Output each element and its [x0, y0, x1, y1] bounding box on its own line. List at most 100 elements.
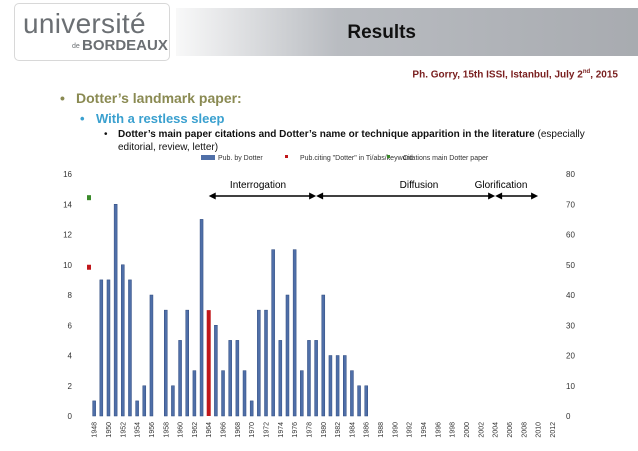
arrowhead-left-icon: [495, 192, 503, 200]
period-label-diffusion: Diffusion: [400, 180, 439, 191]
x-axis-tick-label: 2000: [464, 422, 471, 438]
bar-1968: [235, 340, 240, 417]
title-banner: [176, 8, 638, 56]
x-axis-tick-label: 2008: [521, 422, 528, 438]
presenter-credit: Ph. Gorry, 15th ISSI, Istanbul, July 2nd…: [412, 69, 618, 80]
x-axis-tick-label: 1990: [392, 422, 399, 438]
y2-axis-tick-label: 70: [566, 200, 575, 209]
bar-1948: [92, 400, 96, 417]
x-axis-tick-label: 1998: [450, 422, 457, 438]
logo-text-universite: université: [23, 8, 146, 39]
bar-1984: [350, 370, 354, 417]
bullet-dot-icon: •: [104, 129, 108, 140]
x-axis-tick-label: 1968: [235, 422, 242, 438]
y2-axis-tick-label: 20: [566, 352, 575, 361]
y-axis-tick-label: 6: [68, 321, 73, 330]
x-axis-tick-label: 1962: [192, 422, 199, 438]
bullet-dot-icon: •: [60, 90, 65, 106]
credit-superscript: nd: [582, 69, 591, 75]
y-axis-tick-label: 8: [68, 291, 73, 300]
x-axis-tick-label: 1982: [335, 422, 342, 438]
bar-1953: [128, 279, 132, 417]
bar-1983: [343, 355, 347, 417]
y2-axis-tick-label: 50: [566, 261, 575, 270]
x-axis-tick-label: 1974: [278, 422, 285, 438]
bar-1972: [264, 309, 268, 417]
y2-axis-tick-label: 40: [566, 291, 575, 300]
bar-1954: [135, 400, 139, 417]
bar-1952: [121, 264, 125, 417]
bar-1969: [242, 370, 247, 417]
x-axis-tick-label: 1960: [178, 422, 185, 438]
legend-label-pub-citing: Pub.citing "Dotter" in Ti/abs/keyword: [300, 155, 413, 162]
bar-1956: [149, 294, 154, 417]
bullet-level-1-text: Dotter’s landmark paper:: [76, 90, 242, 106]
x-axis-tick-label: 1980: [321, 422, 328, 438]
arrowhead-left-icon: [316, 192, 324, 200]
x-axis-tick-label: 2002: [478, 422, 485, 438]
credit-year: , 2015: [590, 69, 618, 81]
y2-axis-tick-label: 10: [566, 382, 575, 391]
citation-series-marker: [87, 195, 91, 201]
bar-1950: [106, 279, 111, 417]
bar-1979: [314, 340, 318, 417]
bar-1974: [278, 340, 283, 417]
x-axis-tick-label: 1978: [306, 422, 313, 438]
x-axis-tick-label: 1994: [421, 422, 428, 438]
bar-1965: [214, 325, 218, 417]
y-axis-tick-label: 2: [68, 382, 73, 391]
bar-1977: [300, 370, 304, 417]
bullet-level-2-text: With a restless sleep: [96, 111, 225, 126]
x-axis-tick-label: 2006: [507, 422, 514, 438]
x-axis-tick-label: 1966: [221, 422, 228, 438]
bar-1962: [192, 370, 197, 417]
citation-bar-chart: 0 2 4 6 8 10 12 14 16 0 10 20 30 40 50 60 70 80 Pub. by Do…: [63, 155, 575, 438]
bar-1951: [113, 204, 118, 417]
y-axis-tick-label: 14: [63, 200, 72, 209]
bar-1966: [221, 370, 225, 417]
bar-1955: [142, 385, 147, 417]
period-label-glorification: Glorification: [475, 180, 528, 191]
x-axis-tick-label: 1992: [407, 422, 414, 438]
slide-header: université de BORDEAUX Results: [0, 0, 638, 62]
arrowhead-right-icon: [488, 192, 496, 200]
bar-1982: [335, 355, 340, 417]
x-axis-tick-label: 1958: [163, 422, 170, 438]
bar-1964: [206, 310, 211, 416]
bar-1981: [328, 355, 333, 417]
bar-1980: [321, 294, 326, 417]
bar-1963: [199, 219, 204, 417]
bar-1959: [171, 385, 175, 417]
logo-text-de: de: [72, 43, 80, 50]
credit-text: Ph. Gorry, 15th ISSI, Istanbul, July 2: [412, 69, 583, 81]
bullet-level-3-text: (especially editorial, review, letter): [118, 129, 585, 153]
y-axis-tick-label: 10: [63, 261, 72, 270]
x-axis-tick-label: 1988: [378, 422, 385, 438]
x-axis-tick-label: 1972: [264, 422, 271, 438]
bullet-dot-icon: •: [80, 111, 85, 126]
bar-1970: [249, 400, 254, 417]
x-axis-tick-label: 1964: [206, 422, 213, 438]
arrowhead-right-icon: [309, 192, 317, 200]
bullet-level-3-bold-text: Dotter’s main paper citations and Dotter…: [118, 129, 535, 140]
legend-swatch-pub-by-dotter: [201, 155, 215, 160]
y2-axis-tick-label: 30: [566, 321, 575, 330]
y-axis-tick-label: 12: [63, 231, 72, 240]
x-axis-tick-label: 1954: [135, 422, 142, 438]
bar-1961: [185, 309, 189, 417]
bar-1958: [164, 309, 168, 417]
bar-1967: [228, 340, 232, 417]
x-axis-tick-label: 1986: [364, 422, 371, 438]
y-axis-tick-label: 0: [68, 412, 73, 421]
arrowhead-right-icon: [531, 192, 539, 200]
y-axis-tick-label: 4: [68, 352, 73, 361]
bar-1971: [257, 309, 261, 417]
pub-citing-series-marker: [87, 264, 91, 270]
bar-1978: [307, 340, 311, 417]
logo-text-bordeaux: BORDEAUX: [82, 37, 168, 54]
bullet-level-1: • Dotter’s landmark paper:: [60, 90, 242, 106]
y2-axis-tick-label: 80: [566, 170, 575, 179]
period-label-interrogation: Interrogation: [230, 180, 286, 191]
bar-1985: [357, 385, 361, 417]
slide-title: Results: [347, 22, 416, 43]
